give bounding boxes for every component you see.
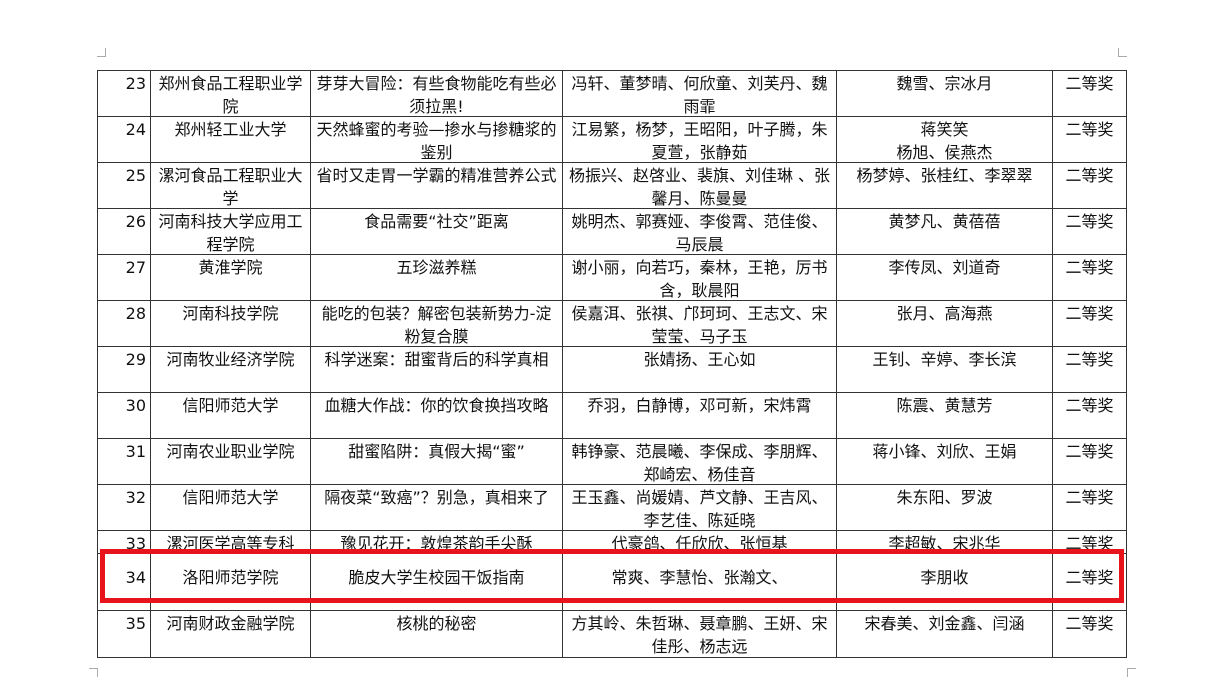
school: 黄淮学院 bbox=[150, 255, 310, 300]
students: 冯轩、董梦晴、何欣童、刘芙丹、魏雨霏 bbox=[562, 71, 836, 116]
row-number: 35 bbox=[97, 611, 150, 657]
award: 二等奖 bbox=[1052, 439, 1127, 484]
advisors: 蒋小锋、刘欣、王娟 bbox=[836, 439, 1052, 484]
students: 方其岭、朱哲琳、聂章鹏、王妍、宋佳彤、杨志远 bbox=[562, 611, 836, 657]
award: 二等奖 bbox=[1052, 554, 1127, 610]
award: 二等奖 bbox=[1052, 485, 1127, 530]
students: 韩铮豪、范晨曦、李保成、李朋辉、郑崎宏、杨佳音 bbox=[562, 439, 836, 484]
school: 河南牧业经济学院 bbox=[150, 347, 310, 392]
school: 郑州食品工程职业学院 bbox=[150, 71, 310, 116]
award: 二等奖 bbox=[1052, 255, 1127, 300]
table-border bbox=[97, 657, 1127, 658]
advisors: 李超敏、宋兆华 bbox=[836, 531, 1052, 553]
work-title: 核桃的秘密 bbox=[310, 611, 562, 657]
table-row: 33 漯河医学高等专科 豫见花开：敦煌茶韵手尖酥 代豪鸽、任欣欣、张恒基 李超敏、宋兆华… bbox=[97, 530, 1127, 553]
row-number: 31 bbox=[97, 439, 150, 484]
work-title: 芽芽大冒险：有些食物能吃有些必须拉黑! bbox=[310, 71, 562, 116]
school: 信阳师范大学 bbox=[150, 393, 310, 438]
advisors: 蒋笑笑 杨旭、侯燕杰 bbox=[836, 117, 1052, 162]
highlight-box bbox=[100, 549, 1124, 603]
award: 二等奖 bbox=[1052, 117, 1127, 162]
school: 河南科技学院 bbox=[150, 301, 310, 346]
students: 张婧扬、王心如 bbox=[562, 347, 836, 392]
table-row: 25 漯河食品工程职业大学 省时又走胃一学霸的精准营养公式 杨振兴、赵啓业、裴旗、刘佳… bbox=[97, 162, 1127, 208]
work-title: 省时又走胃一学霸的精准营养公式 bbox=[310, 163, 562, 208]
award: 二等奖 bbox=[1052, 347, 1127, 392]
students: 代豪鸽、任欣欣、张恒基 bbox=[562, 531, 836, 553]
school: 洛阳师范学院 bbox=[150, 554, 310, 610]
award: 二等奖 bbox=[1052, 611, 1127, 657]
table-row: 28 河南科技学院 能吃的包装？解密包装新势力-淀粉复合膜 侯嘉洱、张祺、邝珂珂、王志… bbox=[97, 300, 1127, 346]
award: 二等奖 bbox=[1052, 163, 1127, 208]
award: 二等奖 bbox=[1052, 531, 1127, 553]
school: 漯河医学高等专科 bbox=[150, 531, 310, 553]
advisors: 朱东阳、罗波 bbox=[836, 485, 1052, 530]
students: 姚明杰、郭赛娅、李俊霄、范佳俊、马辰晨 bbox=[562, 209, 836, 254]
award: 二等奖 bbox=[1052, 393, 1127, 438]
table-row: 35 河南财政金融学院 核桃的秘密 方其岭、朱哲琳、聂章鹏、王妍、宋佳彤、杨志远 宋春美… bbox=[97, 610, 1127, 657]
students: 侯嘉洱、张祺、邝珂珂、王志文、宋莹莹、马子玉 bbox=[562, 301, 836, 346]
work-title: 脆皮大学生校园干饭指南 bbox=[310, 554, 562, 610]
row-number: 30 bbox=[97, 393, 150, 438]
row-number: 23 bbox=[97, 71, 150, 116]
students: 江易繁，杨梦，王昭阳，叶子腾，朱夏萱，张静茹 bbox=[562, 117, 836, 162]
row-number: 33 bbox=[97, 531, 150, 553]
school: 郑州轻工业大学 bbox=[150, 117, 310, 162]
corner-mark bbox=[97, 48, 106, 57]
work-title: 隔夜菜“致癌”？别急，真相来了 bbox=[310, 485, 562, 530]
students: 王玉鑫、尚媛婧、芦文静、王吉风、李艺佳、陈延晓 bbox=[562, 485, 836, 530]
school: 河南农业职业学院 bbox=[150, 439, 310, 484]
table-row: 27 黄淮学院 五珍滋养糕 谢小丽，向若巧，秦林，王艳，厉书含，耿晨阳 李传凤、刘道奇二… bbox=[97, 254, 1127, 300]
school: 河南科技大学应用工程学院 bbox=[150, 209, 310, 254]
work-title: 五珍滋养糕 bbox=[310, 255, 562, 300]
corner-mark bbox=[1118, 48, 1127, 57]
work-title: 能吃的包装？解密包装新势力-淀粉复合膜 bbox=[310, 301, 562, 346]
advisors: 王钊、辛婷、李长滨 bbox=[836, 347, 1052, 392]
work-title: 甜蜜陷阱：真假大揭“蜜” bbox=[310, 439, 562, 484]
advisors: 杨梦婷、张桂红、李翠翠 bbox=[836, 163, 1052, 208]
row-number: 29 bbox=[97, 347, 150, 392]
table-row: 32 信阳师范大学 隔夜菜“致癌”？别急，真相来了 王玉鑫、尚媛婧、芦文静、王吉风、李… bbox=[97, 484, 1127, 530]
table-row: 29 河南牧业经济学院 科学迷案：甜蜜背后的科学真相 张婧扬、王心如 王钊、辛婷、李长滨… bbox=[97, 346, 1127, 392]
row-number: 27 bbox=[97, 255, 150, 300]
row-number: 25 bbox=[97, 163, 150, 208]
table-row: 26 河南科技大学应用工程学院 食品需要“社交”距离 姚明杰、郭赛娅、李俊霄、范佳俊、… bbox=[97, 208, 1127, 254]
row-number: 28 bbox=[97, 301, 150, 346]
advisors: 黄梦凡、黄蓓蓓 bbox=[836, 209, 1052, 254]
row-number: 32 bbox=[97, 485, 150, 530]
award: 二等奖 bbox=[1052, 71, 1127, 116]
work-title: 天然蜂蜜的考验—掺水与掺糖浆的鉴别 bbox=[310, 117, 562, 162]
row-number: 24 bbox=[97, 117, 150, 162]
table-row: 34 洛阳师范学院 脆皮大学生校园干饭指南 常爽、李慧怡、张瀚文、 李朋收 二等奖 bbox=[97, 553, 1127, 610]
work-title: 豫见花开：敦煌茶韵手尖酥 bbox=[310, 531, 562, 553]
advisors: 陈震、黄慧芳 bbox=[836, 393, 1052, 438]
advisors: 李传凤、刘道奇 bbox=[836, 255, 1052, 300]
students: 常爽、李慧怡、张瀚文、 bbox=[562, 554, 836, 610]
advisors: 李朋收 bbox=[836, 554, 1052, 610]
work-title: 血糖大作战：你的饮食换挡攻略 bbox=[310, 393, 562, 438]
school: 漯河食品工程职业大学 bbox=[150, 163, 310, 208]
school: 信阳师范大学 bbox=[150, 485, 310, 530]
table-row: 30 信阳师范大学 血糖大作战：你的饮食换挡攻略 乔羽，白静博，邓可新，宋炜霄 陈震、黄… bbox=[97, 392, 1127, 438]
school: 河南财政金融学院 bbox=[150, 611, 310, 657]
corner-mark bbox=[1127, 668, 1136, 677]
award: 二等奖 bbox=[1052, 301, 1127, 346]
students: 谢小丽，向若巧，秦林，王艳，厉书含，耿晨阳 bbox=[562, 255, 836, 300]
work-title: 科学迷案：甜蜜背后的科学真相 bbox=[310, 347, 562, 392]
table-row: 24 郑州轻工业大学 天然蜂蜜的考验—掺水与掺糖浆的鉴别 江易繁，杨梦，王昭阳，叶子腾… bbox=[97, 116, 1127, 162]
table-row: 23 郑州食品工程职业学院 芽芽大冒险：有些食物能吃有些必须拉黑! 冯轩、董梦晴、何欣… bbox=[97, 70, 1127, 116]
students: 杨振兴、赵啓业、裴旗、刘佳琳 、张馨月、陈曼曼 bbox=[562, 163, 836, 208]
advisors: 张月、高海燕 bbox=[836, 301, 1052, 346]
award: 二等奖 bbox=[1052, 209, 1127, 254]
advisors: 宋春美、刘金鑫、闫涵 bbox=[836, 611, 1052, 657]
students: 乔羽，白静博，邓可新，宋炜霄 bbox=[562, 393, 836, 438]
table-row: 31 河南农业职业学院 甜蜜陷阱：真假大揭“蜜” 韩铮豪、范晨曦、李保成、李朋辉、郑崎… bbox=[97, 438, 1127, 484]
advisors: 魏雪、宗冰月 bbox=[836, 71, 1052, 116]
row-number: 34 bbox=[97, 554, 150, 610]
row-number: 26 bbox=[97, 209, 150, 254]
corner-mark bbox=[89, 668, 98, 677]
work-title: 食品需要“社交”距离 bbox=[310, 209, 562, 254]
